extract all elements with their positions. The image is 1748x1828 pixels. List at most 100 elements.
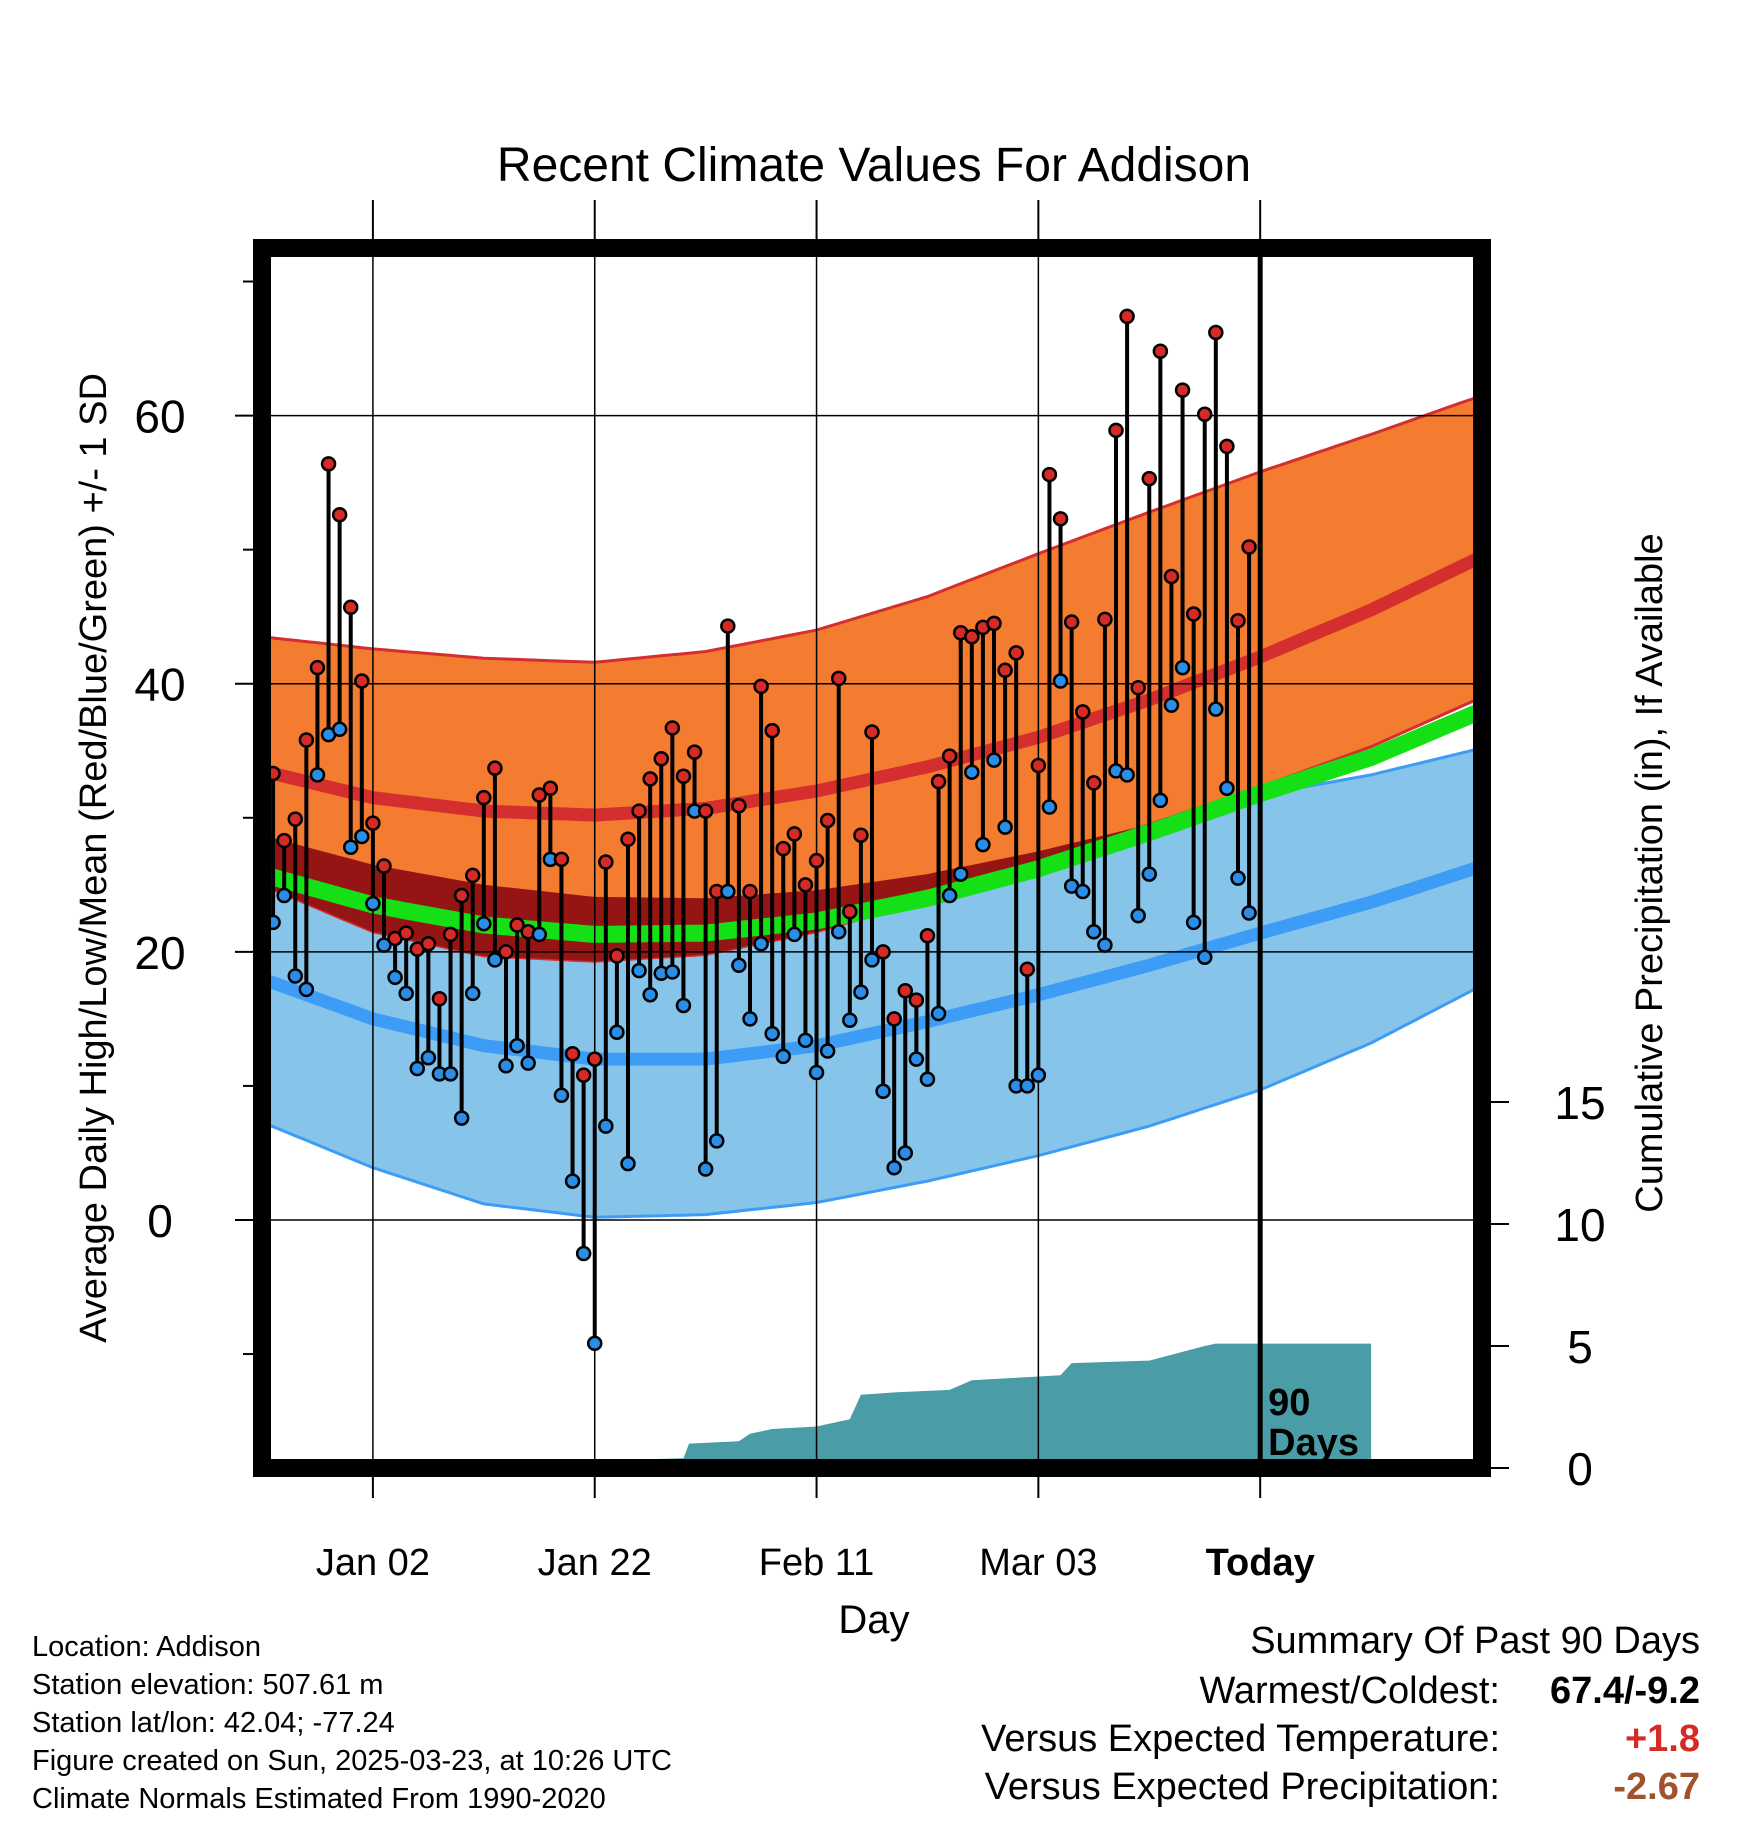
observed-high-point (420, 936, 437, 952)
observed-high-point (908, 992, 925, 1008)
observed-low-point (642, 986, 658, 1003)
observed-high-point (664, 720, 681, 736)
observed-high-point (487, 760, 503, 776)
observed-high-point (930, 773, 947, 790)
observed-high-point (864, 724, 880, 740)
observed-low-point (1163, 697, 1180, 713)
observed-high-point (1163, 568, 1180, 585)
observed-low-point (742, 1011, 758, 1027)
chart-title: Recent Climate Values For Addison (497, 139, 1251, 192)
observed-low-point (1041, 799, 1058, 815)
observed-low-point (398, 985, 414, 1002)
observed-low-point (897, 1145, 914, 1161)
observed-high-point (342, 599, 359, 616)
normals-text: Climate Normals Estimated From 1990-2020 (32, 1783, 606, 1815)
elevation-text: Station elevation: 507.61 m (32, 1669, 384, 1701)
observed-low-point (697, 1161, 714, 1177)
observed-high-point (897, 982, 914, 999)
observed-low-point (331, 721, 348, 738)
observed-high-point (764, 722, 780, 739)
y-tick-label: 0 (147, 1195, 173, 1247)
observed-low-point (1185, 914, 1202, 931)
observed-low-point (620, 1155, 636, 1172)
observed-high-point (531, 787, 548, 803)
x-tick-label: Jan 22 (538, 1542, 652, 1584)
observed-low-point (941, 887, 958, 904)
observed-high-point (819, 812, 836, 829)
x-tick-label: Feb 11 (759, 1542, 874, 1584)
y-tick-label: 60 (134, 391, 185, 443)
observed-high-point (1074, 704, 1091, 720)
observed-high-point (731, 797, 747, 814)
temp-row: Versus Expected Temperature: +1.8 (981, 1718, 1700, 1761)
observed-low-point (365, 895, 381, 912)
observed-high-point (376, 858, 392, 874)
observed-high-point (598, 854, 614, 870)
observed-low-point (1097, 937, 1113, 953)
y2-tick-label: 10 (1554, 1199, 1605, 1251)
precip-row: Versus Expected Precipitation: -2.67 (985, 1766, 1700, 1809)
observed-low-point (586, 1335, 603, 1352)
observed-high-point (354, 673, 370, 689)
observed-high-point (620, 831, 636, 847)
observed-low-point (875, 1083, 891, 1100)
observed-low-point (731, 957, 747, 974)
observed-data (262, 308, 1257, 1352)
observed-high-point (1185, 606, 1202, 622)
observed-low-point (1141, 866, 1158, 882)
axes: 0 20 40 60 Average Daily High/Low/Mean (Red/… (73, 200, 1671, 1642)
observed-low-point (276, 887, 292, 904)
observed-low-point (420, 1050, 437, 1066)
observed-low-point (287, 968, 304, 984)
observed-high-point (398, 925, 414, 941)
observed-low-point (975, 836, 991, 853)
observed-low-point (1019, 1078, 1036, 1094)
observed-high-point (464, 867, 481, 884)
latlon-text: Station lat/lon: 42.04; -77.24 (32, 1707, 395, 1739)
observed-low-point (1230, 870, 1246, 886)
plot-border (253, 239, 1491, 1477)
observed-high-point (997, 662, 1013, 679)
observed-high-point (753, 678, 769, 695)
observed-high-point (431, 991, 448, 1007)
x-tick-label: Today (1206, 1542, 1315, 1584)
observed-low-point (1030, 1067, 1047, 1083)
observed-low-point (498, 1058, 514, 1074)
warmest-value: 67.4/-9.2 (1550, 1670, 1700, 1712)
observed-high-point (686, 744, 703, 760)
x-tick-label: Mar 03 (979, 1542, 1097, 1584)
observed-low-point (631, 962, 647, 979)
observed-low-point (520, 1055, 536, 1071)
observed-high-point (1208, 324, 1224, 341)
observed-high-point (1241, 539, 1257, 555)
observed-high-point (964, 629, 980, 645)
observed-high-point (453, 887, 470, 904)
observed-low-point (908, 1051, 925, 1067)
observed-low-point (964, 764, 980, 780)
plot-frame (253, 239, 1491, 1477)
observed-high-point (875, 944, 891, 960)
observed-low-point (1196, 949, 1213, 965)
observed-high-point (498, 944, 514, 960)
observed-high-point (553, 851, 570, 868)
observed-high-point (1086, 775, 1102, 791)
observed-high-point (1230, 612, 1246, 629)
observed-high-point (586, 1051, 603, 1067)
observed-low-point (753, 936, 769, 952)
y2-tick-label: 15 (1554, 1077, 1605, 1129)
observed-low-point (609, 1024, 625, 1041)
observed-low-point (1241, 905, 1257, 921)
observed-low-point (664, 964, 681, 980)
observed-low-point (387, 969, 403, 986)
observed-low-point (564, 1173, 581, 1189)
y2-tick-label: 5 (1567, 1321, 1593, 1373)
observed-low-point (409, 1060, 426, 1077)
observed-low-point (819, 1043, 836, 1059)
observed-high-point (1130, 679, 1146, 696)
observed-low-point (853, 984, 869, 1000)
y-tick-label: 20 (134, 927, 185, 979)
observed-high-point (675, 768, 692, 784)
period-label-number: 90 (1268, 1382, 1310, 1424)
created-text: Figure created on Sun, 2025-03-23, at 10… (32, 1745, 672, 1777)
